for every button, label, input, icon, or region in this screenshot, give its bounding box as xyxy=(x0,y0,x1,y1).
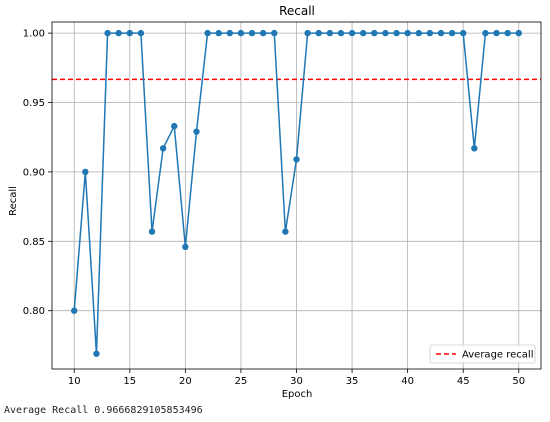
recall-data-point xyxy=(293,156,300,163)
legend: Average recall xyxy=(429,344,536,364)
recall-data-point xyxy=(348,29,356,37)
recall-data-point xyxy=(237,29,245,37)
recall-data-point xyxy=(426,29,434,37)
x-tick-label: 30 xyxy=(290,376,303,387)
recall-data-point xyxy=(71,307,78,314)
y-tick-label: 0.95 xyxy=(23,98,45,109)
recall-data-point xyxy=(193,128,200,135)
recall-chart: Recall 10 15 20 25 30 35 40 45 50 0.80 0.85 0.90 0.… xyxy=(8,4,542,400)
x-tick-label: 50 xyxy=(512,376,525,387)
recall-data-point xyxy=(137,29,145,37)
recall-data-point xyxy=(115,29,122,37)
recall-data-point xyxy=(482,29,489,37)
recall-data-point xyxy=(182,243,189,251)
recall-data-point xyxy=(393,29,400,37)
y-tick-label: 0.90 xyxy=(23,167,45,178)
recall-data-point xyxy=(248,29,256,37)
recall-data-point xyxy=(315,29,322,37)
recall-data-point xyxy=(259,29,267,37)
y-tick-label: 1.00 xyxy=(23,29,45,40)
recall-data-point xyxy=(359,29,367,37)
chart-svg: Recall 10 15 20 25 30 35 40 45 50 0.800.850.900.… xyxy=(8,4,542,400)
recall-data-point xyxy=(304,29,311,37)
recall-data-point xyxy=(471,145,478,152)
recall-data-point xyxy=(515,29,522,37)
x-tick-label: 40 xyxy=(401,376,414,387)
recall-data-point xyxy=(226,29,234,37)
x-tick-label: 20 xyxy=(179,376,192,387)
x-tick-label: 15 xyxy=(123,376,136,387)
average-recall-output: Average Recall 0.9666829105853496 xyxy=(4,405,203,416)
recall-data-point xyxy=(404,29,411,37)
recall-data-point xyxy=(382,29,389,37)
recall-data-point xyxy=(93,350,100,357)
recall-data-point xyxy=(148,228,156,235)
recall-data-point xyxy=(326,29,334,37)
x-tick-label: 10 xyxy=(68,376,81,387)
legend-label-average-recall: Average recall xyxy=(462,350,533,361)
series-layer xyxy=(71,29,522,357)
x-tick-label: 45 xyxy=(457,376,470,387)
chart-title: Recall xyxy=(279,4,315,18)
x-axis-ticks: 10 15 20 25 30 35 40 45 50 xyxy=(68,369,525,387)
recall-data-point xyxy=(126,29,133,37)
recall-data-point xyxy=(460,29,467,37)
recall-data-point xyxy=(215,29,222,37)
recall-data-point xyxy=(371,29,378,37)
x-axis-title: Epoch xyxy=(282,389,313,400)
recall-data-point xyxy=(448,29,456,37)
x-tick-label: 35 xyxy=(346,376,359,387)
recall-data-point xyxy=(337,29,345,37)
recall-data-point xyxy=(171,122,178,130)
recall-data-point xyxy=(504,29,511,37)
y-axis-ticks: 0.80 0.85 0.90 0.95 1.00 xyxy=(23,29,52,317)
y-tick-label: 0.80 xyxy=(23,306,45,317)
recall-data-point xyxy=(271,29,278,37)
legend-box xyxy=(429,344,536,364)
y-axis-title: Recall xyxy=(8,186,19,216)
recall-data-point xyxy=(282,228,289,235)
recall-data-point xyxy=(437,29,445,37)
recall-data-point xyxy=(415,29,422,37)
recall-data-point xyxy=(82,168,89,176)
x-tick-label: 25 xyxy=(235,376,248,387)
recall-data-point xyxy=(159,145,167,152)
y-tick-label: 0.85 xyxy=(23,237,45,248)
recall-data-point xyxy=(493,29,500,37)
recall-data-point xyxy=(104,29,111,37)
recall-data-point xyxy=(204,29,211,37)
